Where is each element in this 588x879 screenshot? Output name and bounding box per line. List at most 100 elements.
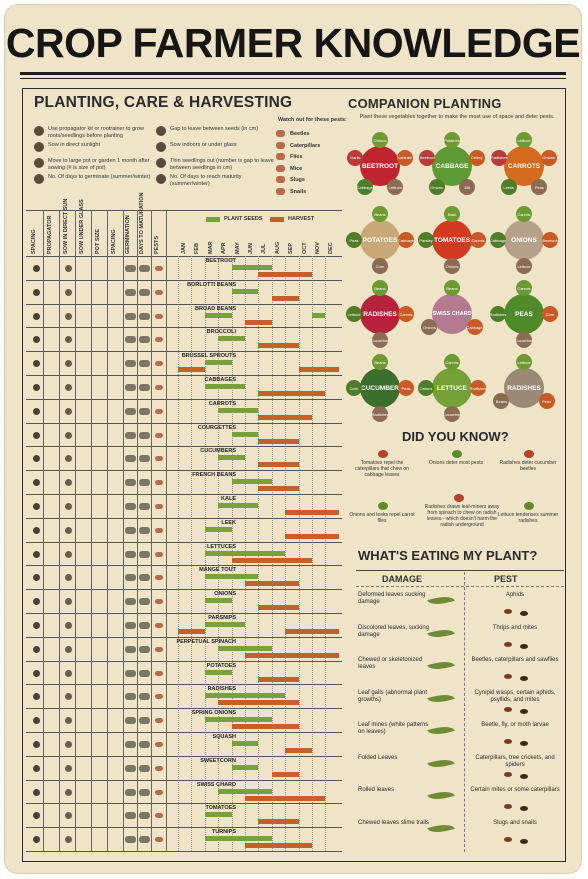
table-row-line [26, 351, 342, 353]
pest-bug-icon [504, 836, 512, 842]
pest-icon [155, 718, 163, 724]
sun-icon [65, 764, 72, 772]
month-label: MAR [207, 241, 214, 254]
maturity-pill [139, 693, 150, 701]
companion-satellite: Cabbage [466, 319, 483, 335]
companion-satellite: Onions [540, 149, 557, 166]
month-label: AUG [274, 241, 281, 254]
column-header: SOW IN DIRECT SUN [63, 198, 69, 254]
maturity-pill [139, 550, 150, 558]
plant-bar [204, 360, 232, 366]
crop-name: SWEETCORN [200, 757, 236, 764]
crop-name: SQUASH [212, 734, 236, 740]
sun-icon [65, 550, 72, 558]
maturity-pill [139, 717, 150, 725]
pest-bug-icon [520, 838, 528, 844]
pest-text: Certain mites or some caterpillars [470, 787, 560, 793]
crop-name: BRUSSEL SPROUTS [181, 353, 236, 360]
plant-bar [204, 526, 232, 532]
table-row-line [26, 375, 342, 376]
damage-text: Leaf mines (white patterns on leaves) [358, 722, 429, 735]
germination-pill [125, 312, 136, 320]
germination-pill [125, 336, 136, 344]
plant-bar [204, 812, 232, 818]
plant-bar [204, 384, 245, 389]
germination-pill [125, 836, 136, 844]
companion-satellite: Cucumber [515, 332, 533, 348]
plant-bar [204, 312, 232, 318]
slugs-icon [276, 176, 285, 183]
germination-pill [125, 431, 136, 439]
companion-satellite: Garlic [347, 149, 364, 166]
spacing-icon [33, 265, 40, 272]
companion-satellite: Onions [372, 132, 388, 148]
sun-icon [65, 407, 72, 415]
companion-satellite: Carrots [516, 206, 532, 222]
companion-satellite: Peas [398, 380, 414, 396]
companion-satellite: Lettuce [516, 132, 532, 148]
maturity-pill [139, 431, 150, 439]
table-row-line [26, 827, 342, 829]
damage-text: Chewed or skeletonized leaves [358, 657, 423, 670]
maturity-pill [139, 288, 150, 296]
germination-pill [125, 693, 136, 701]
pest-bug-icon [504, 739, 512, 744]
plant-bar [204, 550, 286, 556]
harvest-bar [271, 295, 299, 301]
harvest-bar [285, 629, 339, 634]
plant-bar [204, 669, 232, 675]
sun-icon [65, 669, 72, 677]
propagator-icon [34, 126, 44, 136]
pest-text: Aphids [505, 592, 525, 598]
legend-text: No. Of days to reach maturity (summer/wi… [170, 174, 242, 187]
legend-text: Gap to leave between seeds (in cm) [170, 126, 259, 132]
legend-text: Thin seedlings out (number is gap to lea… [170, 158, 274, 171]
germination-pill [125, 265, 136, 272]
column-divider [166, 210, 167, 851]
harvest-bar [218, 700, 299, 706]
damage-text: Chewed leaves slime trails [358, 819, 430, 826]
companion-satellite: Beetroot [419, 149, 436, 166]
harvest-bar [245, 581, 299, 587]
column-header: SOW UNDER GLASS [79, 199, 85, 254]
maturity-pill [139, 336, 150, 344]
companion-satellite: Parsley [418, 232, 434, 248]
maturity-pill [139, 764, 150, 772]
plant-bar [312, 312, 326, 318]
damage-text: Deformed leaves sucking damage [358, 592, 426, 605]
wem-head-rule [356, 586, 564, 587]
pest-label: Flies [290, 154, 303, 160]
pest-icon [155, 480, 163, 486]
pest-label: Slugs [290, 177, 305, 183]
harvest-bar [258, 391, 326, 396]
harvest-bar [258, 605, 299, 611]
month-label: JUL [261, 243, 268, 254]
harvest-bar [245, 795, 326, 801]
sun-icon [65, 431, 72, 439]
companion-satellite: Onions [444, 258, 460, 274]
pest-bug-icon [520, 741, 528, 746]
month-divider [191, 256, 193, 851]
companion-center: LETTUCE [432, 368, 472, 408]
germination-pill [125, 598, 136, 606]
column-divider [123, 210, 124, 851]
content-frame [22, 88, 566, 862]
pest-icon [155, 456, 163, 462]
table-row-line [26, 755, 342, 757]
fact-text: Onions deter most pests [428, 460, 484, 466]
damage-text: Leaf galls (abnormal plant growths) [358, 689, 428, 703]
crop-name: BORLOTTI BEANS [187, 281, 236, 288]
companion-satellite: Beans [493, 393, 510, 409]
sun-icon [65, 479, 72, 487]
companion-satellite: Peas [538, 393, 555, 409]
harvest-bar [258, 272, 312, 277]
month-label: MAY [234, 242, 241, 254]
pest-icon [155, 646, 163, 652]
plant-bar [231, 741, 259, 746]
crop-name: BROAD BEANS [195, 305, 236, 312]
table-row-line [26, 517, 342, 519]
crop-name: PERPETUAL SPINACH [176, 638, 237, 645]
fact-icon [378, 502, 388, 510]
month-divider [312, 256, 313, 851]
pest-bug-icon [504, 609, 512, 614]
